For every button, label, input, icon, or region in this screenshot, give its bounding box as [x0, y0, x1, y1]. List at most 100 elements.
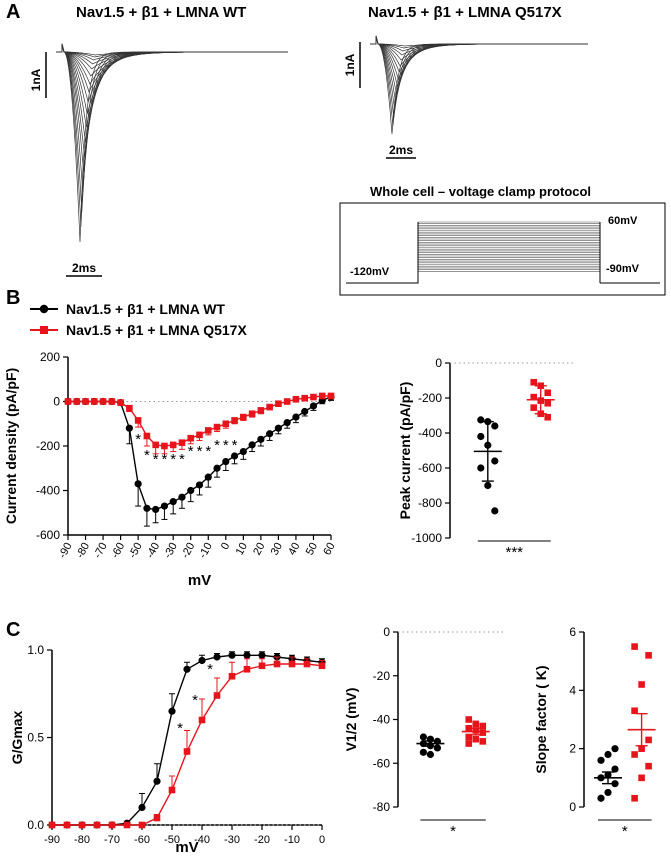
data-point: [479, 729, 487, 736]
data-point: [204, 473, 212, 481]
data-point: [604, 750, 612, 759]
data-point: [258, 651, 266, 659]
current-trace: [56, 43, 288, 243]
data-point: [117, 399, 124, 406]
data-point: [258, 662, 266, 670]
current-trace: [56, 43, 288, 213]
x-tick-label: -40: [194, 834, 210, 846]
data-point: [537, 382, 545, 390]
data-point: [645, 762, 652, 770]
significance-star: *: [177, 720, 183, 737]
data-point: [419, 733, 427, 741]
data-point: [160, 502, 169, 510]
data-point: [631, 643, 638, 650]
significance-star: *: [214, 437, 220, 454]
legend-label-wt: Nav1.5 + β1 + LMNA WT: [66, 301, 225, 317]
data-point: [604, 788, 612, 797]
data-point: [266, 403, 273, 411]
current-trace: [370, 35, 588, 88]
data-point: [198, 656, 206, 665]
data-point: [477, 464, 485, 472]
data-point: [283, 419, 291, 427]
current-trace: [370, 35, 588, 119]
data-point: [153, 814, 161, 822]
significance-label: *: [450, 823, 456, 840]
x-tick-label: -10: [197, 541, 215, 561]
current-trace: [56, 43, 288, 70]
data-point: [544, 413, 552, 421]
data-point: [631, 707, 638, 715]
data-point: [645, 736, 652, 744]
y-tick-label: 0: [569, 800, 576, 814]
y-tick-label: 1.0: [27, 643, 44, 657]
chart-slope: 0 2 4 6 Slope factor ( K) *: [533, 625, 656, 840]
significance-star: *: [207, 661, 213, 678]
protocol-title: Whole cell – voltage clamp protocol: [370, 184, 591, 199]
panel-c-letter: C: [6, 619, 20, 641]
data-point: [530, 404, 538, 411]
scale-label-time-wt: 2ms: [72, 261, 96, 275]
data-point: [178, 493, 186, 501]
protocol-hold-label: -120mV: [350, 266, 390, 278]
data-point: [63, 821, 71, 829]
current-trace: [56, 43, 288, 193]
data-point: [243, 665, 251, 673]
y-axis-label: V1/2 (mV): [343, 688, 359, 752]
data-point: [195, 481, 204, 489]
y-tick-label: -200: [36, 439, 60, 453]
y-tick-label: -200: [418, 391, 442, 405]
current-trace: [370, 35, 588, 73]
y-axis-label: Slope factor ( K): [533, 665, 549, 773]
data-point: [82, 398, 89, 405]
y-tick-label: -400: [418, 426, 442, 440]
data-point: [472, 727, 480, 734]
data-point: [491, 422, 499, 430]
series-q517x: [64, 392, 335, 455]
current-traces-q517x: [370, 35, 588, 135]
x-tick-label: -70: [104, 834, 120, 846]
data-point: [597, 794, 605, 802]
data-point: [169, 441, 177, 449]
data-point: [168, 707, 176, 715]
data-point: [239, 447, 247, 456]
data-point: [213, 692, 221, 699]
data-point: [537, 397, 545, 404]
x-axis-label: mV: [175, 839, 198, 856]
data-point: [198, 716, 206, 724]
y-tick-label: -80: [373, 800, 391, 814]
data-point: [288, 660, 296, 668]
data-point: [213, 464, 221, 472]
current-trace: [56, 43, 288, 77]
data-point: [231, 417, 238, 424]
y-tick-label: -40: [373, 713, 391, 727]
data-point: [631, 751, 638, 758]
data-point: [168, 786, 176, 794]
data-point: [228, 672, 236, 680]
significance-label: *: [622, 823, 628, 840]
data-point: [275, 400, 282, 408]
data-point: [479, 722, 487, 730]
group-wt: [416, 733, 445, 759]
data-point: [266, 430, 274, 438]
data-point: [477, 416, 485, 424]
y-tick-label: 0: [435, 356, 442, 370]
data-point: [611, 780, 619, 788]
data-point: [48, 821, 56, 829]
data-point: [465, 724, 473, 732]
data-point: [183, 748, 191, 755]
data-point: [243, 651, 251, 659]
y-tick-label: -20: [373, 669, 391, 683]
significance-star: *: [223, 437, 229, 454]
x-tick-label: -90: [57, 541, 75, 561]
y-tick-label: 4: [569, 683, 576, 697]
x-tick-label: -60: [109, 541, 127, 561]
current-trace: [370, 35, 588, 47]
x-tick-label: -80: [74, 834, 90, 846]
data-point: [472, 720, 480, 728]
data-point: [301, 407, 309, 416]
data-point: [318, 392, 326, 400]
data-point: [108, 398, 116, 405]
data-point: [153, 777, 161, 785]
y-tick-label: -600: [418, 461, 442, 475]
